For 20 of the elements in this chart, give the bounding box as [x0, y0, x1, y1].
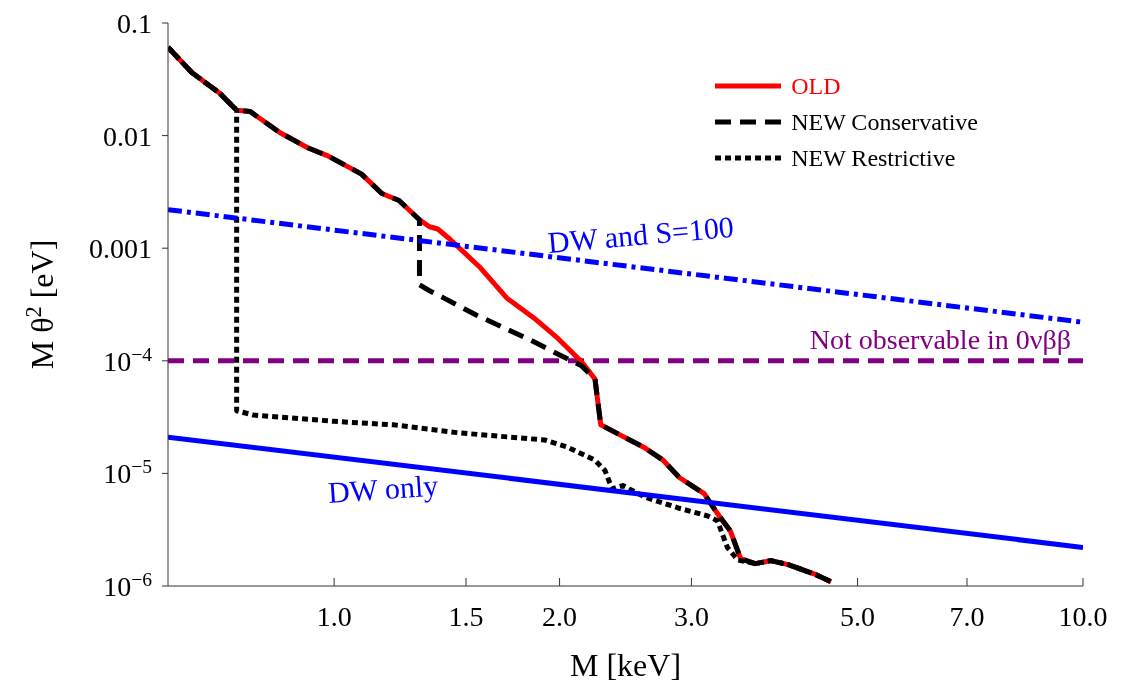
y-tick-label: 10$^{−4}$: [103, 343, 153, 377]
legend-label: NEW Conservative: [791, 108, 978, 137]
legend-label: NEW Restrictive: [791, 144, 956, 173]
x-tick-label: 1.0: [316, 601, 352, 632]
x-axis-title: M [keV]: [569, 647, 682, 683]
x-tick-label: 5.0: [840, 601, 876, 632]
x-tick-label: 10.0: [1058, 601, 1108, 632]
x-tick-label: 2.0: [542, 601, 578, 632]
y-tick-label: 0.001: [89, 233, 152, 265]
annotation: DW and S=100: [546, 209, 736, 260]
ref-line-label: Not observable in 0νββ: [809, 323, 1071, 355]
x-tick-label: 1.5: [448, 601, 484, 632]
x-tick-label: 3.0: [673, 601, 709, 632]
legend-label: OLD: [791, 72, 841, 101]
x-tick-label: 7.0: [949, 601, 985, 632]
y-tick-label: 0.01: [103, 120, 152, 152]
annotation: DW only: [326, 468, 440, 510]
y-tick-label: 0.1: [117, 8, 152, 39]
y-tick-label: 10$^{−6}$: [103, 568, 153, 602]
y-tick-label: 10$^{−5}$: [103, 455, 153, 490]
